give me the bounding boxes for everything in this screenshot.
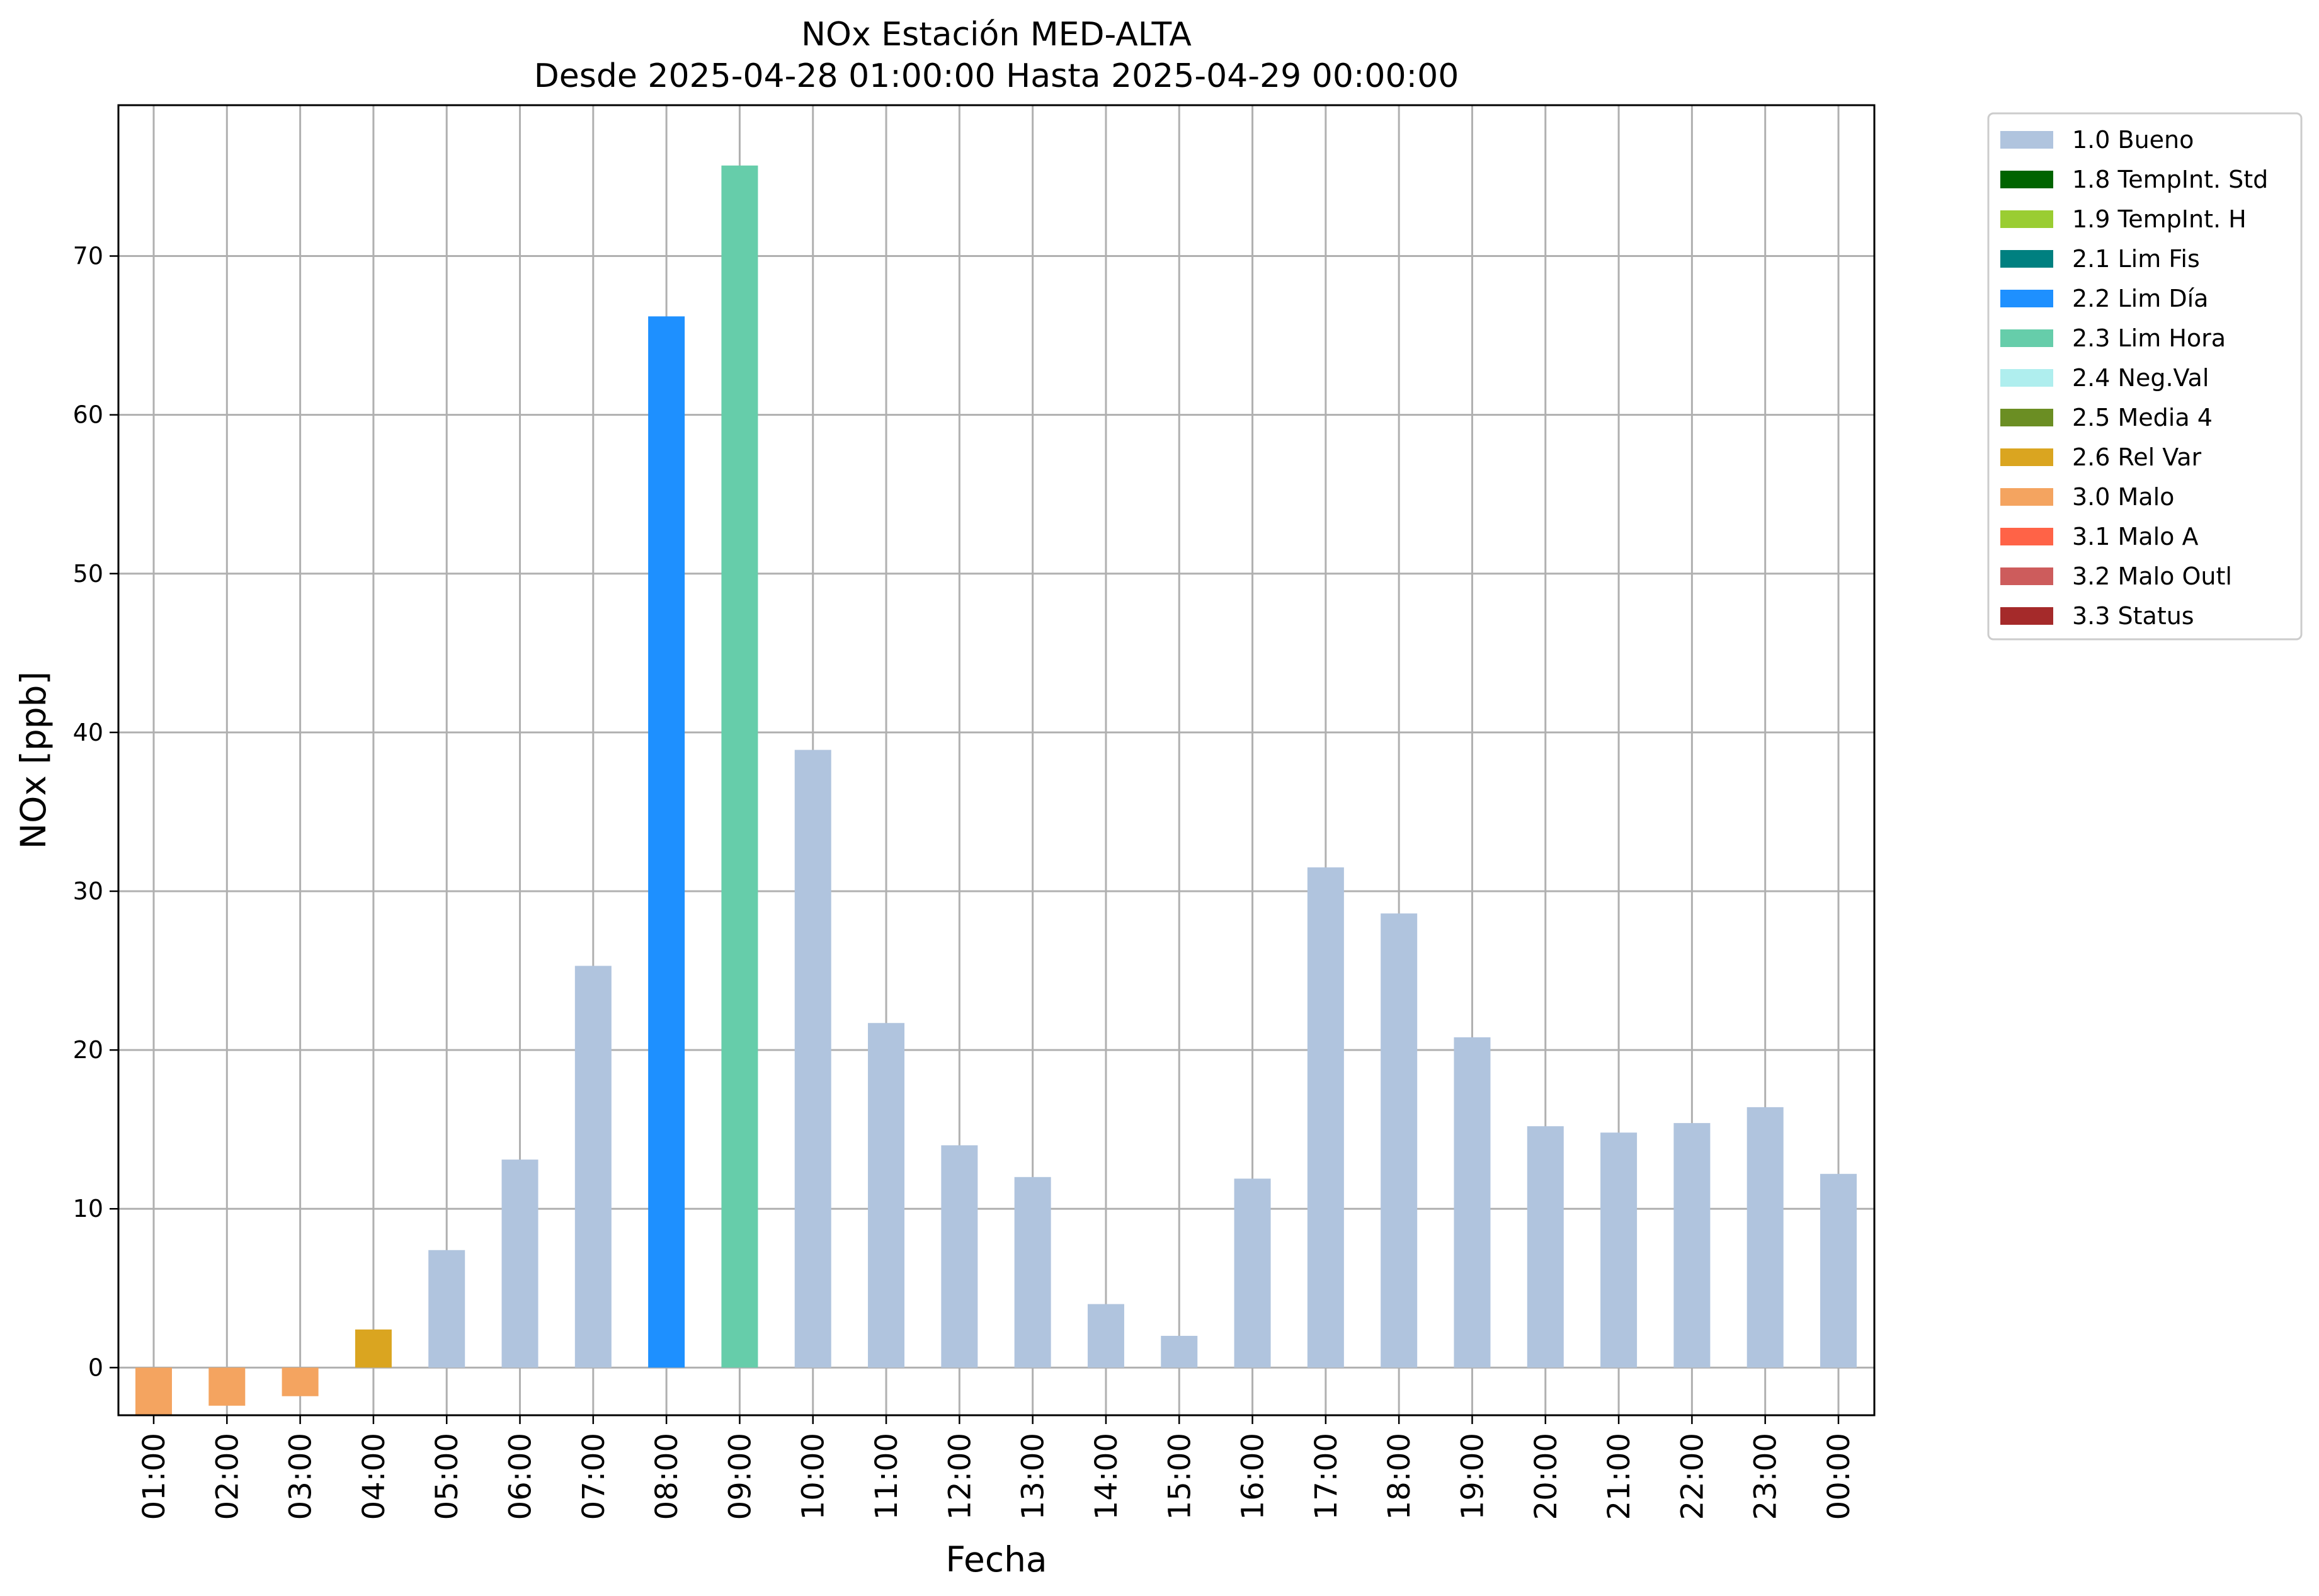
x-tick-label: 17:00 — [1309, 1433, 1344, 1520]
bar-00:00 — [1820, 1173, 1857, 1368]
legend-label: 2.4 Neg.Val — [2072, 364, 2209, 392]
bar-21:00 — [1600, 1132, 1638, 1368]
y-axis-title: NOx [ppb] — [13, 671, 54, 849]
x-axis-ticks: 01:00 02:00 03:00 04:00 05:00 06:00 07:00 08:00… — [137, 1415, 1857, 1520]
bar-10:00 — [794, 750, 831, 1368]
bar-14:00 — [1087, 1304, 1124, 1368]
bar-09:00 — [721, 165, 758, 1368]
x-tick-label: 09:00 — [722, 1433, 758, 1520]
x-tick-label: 11:00 — [869, 1433, 904, 1520]
plot-frame — [117, 104, 1876, 1416]
legend-swatch — [2000, 448, 2053, 466]
legend-swatch — [2000, 290, 2053, 307]
bar-16:00 — [1234, 1178, 1271, 1368]
x-tick-label: 18:00 — [1382, 1433, 1417, 1520]
x-tick-label: 06:00 — [503, 1433, 538, 1520]
legend-label: 3.1 Malo A — [2072, 523, 2198, 550]
legend-swatch — [2000, 369, 2053, 387]
legend-label: 2.2 Lim Día — [2072, 285, 2208, 312]
bar-04:00 — [355, 1329, 392, 1368]
legend-swatch — [2000, 131, 2053, 149]
y-tick-label: 0 — [88, 1354, 103, 1381]
bar-12:00 — [941, 1145, 978, 1368]
legend-swatch — [2000, 567, 2053, 585]
x-tick-label: 23:00 — [1748, 1433, 1784, 1520]
bar-20:00 — [1527, 1126, 1564, 1368]
legend-swatch — [2000, 488, 2053, 506]
bar-11:00 — [868, 1023, 905, 1368]
bar-02:00 — [208, 1367, 246, 1406]
x-tick-label: 04:00 — [356, 1433, 392, 1520]
x-tick-label: 08:00 — [649, 1433, 685, 1520]
x-tick-label: 19:00 — [1455, 1433, 1490, 1520]
bar-17:00 — [1307, 867, 1344, 1368]
x-tick-label: 03:00 — [283, 1433, 319, 1520]
bar-06:00 — [501, 1160, 538, 1368]
chart-title: NOx Estación MED-ALTA — [801, 16, 1192, 54]
legend: 1.0 Bueno 1.8 TempInt. Std 1.9 TempInt. H 2… — [1987, 112, 2303, 641]
x-tick-label: 05:00 — [430, 1433, 465, 1520]
bar-19:00 — [1454, 1037, 1491, 1368]
bar-13:00 — [1014, 1177, 1051, 1368]
legend-swatch — [2000, 171, 2053, 188]
legend-label: 1.9 TempInt. H — [2072, 205, 2247, 233]
bar-22:00 — [1673, 1123, 1711, 1368]
x-axis-title: Fecha — [945, 1539, 1047, 1580]
bar-01:00 — [135, 1367, 172, 1415]
bar-08:00 — [648, 316, 685, 1368]
y-tick-label: 20 — [73, 1036, 103, 1064]
legend-swatch — [2000, 607, 2053, 625]
x-tick-label: 12:00 — [942, 1433, 977, 1520]
legend-label: 2.1 Lim Fis — [2072, 245, 2200, 273]
x-tick-label: 00:00 — [1821, 1433, 1857, 1520]
legend-label: 2.6 Rel Var — [2072, 443, 2202, 471]
legend-swatch — [2000, 250, 2053, 268]
y-axis-ticks: 0 10 20 30 40 50 60 70 — [73, 242, 118, 1381]
bar-05:00 — [428, 1250, 465, 1368]
y-tick-label: 30 — [73, 877, 103, 905]
legend-label: 1.8 TempInt. Std — [2072, 166, 2268, 193]
x-tick-label: 21:00 — [1602, 1433, 1637, 1520]
legend-label: 3.2 Malo Outl — [2072, 562, 2232, 590]
bar-03:00 — [282, 1367, 319, 1396]
x-tick-label: 01:00 — [137, 1433, 172, 1520]
x-tick-label: 16:00 — [1236, 1433, 1271, 1520]
y-tick-label: 50 — [73, 560, 103, 588]
legend-swatch — [2000, 528, 2053, 545]
y-tick-label: 70 — [73, 242, 103, 270]
x-tick-label: 20:00 — [1529, 1433, 1564, 1520]
legend-swatch — [2000, 409, 2053, 426]
legend-label: 3.0 Malo — [2072, 483, 2174, 511]
bar-23:00 — [1746, 1107, 1784, 1368]
x-tick-label: 02:00 — [210, 1433, 245, 1520]
legend-label: 1.0 Bueno — [2072, 126, 2194, 154]
y-tick-label: 40 — [73, 719, 103, 746]
x-tick-label: 07:00 — [576, 1433, 612, 1520]
y-tick-label: 10 — [73, 1195, 103, 1223]
bars — [135, 165, 1857, 1415]
bar-18:00 — [1381, 913, 1418, 1368]
legend-label: 2.5 Media 4 — [2072, 404, 2213, 431]
legend-frame — [1987, 112, 2303, 641]
x-tick-label: 22:00 — [1675, 1433, 1710, 1520]
legend-label: 3.3 Status — [2072, 602, 2194, 630]
y-tick-label: 60 — [73, 401, 103, 429]
bar-15:00 — [1161, 1335, 1198, 1368]
x-tick-label: 14:00 — [1089, 1433, 1124, 1520]
x-tick-label: 10:00 — [796, 1433, 831, 1520]
bar-07:00 — [574, 966, 612, 1368]
legend-swatch — [2000, 210, 2053, 228]
x-tick-label: 15:00 — [1162, 1433, 1197, 1520]
x-tick-label: 13:00 — [1016, 1433, 1051, 1520]
legend-label: 2.3 Lim Hora — [2072, 324, 2226, 352]
chart-subtitle: Desde 2025-04-28 01:00:00 Hasta 2025-04-… — [534, 57, 1459, 95]
legend-swatch — [2000, 329, 2053, 347]
